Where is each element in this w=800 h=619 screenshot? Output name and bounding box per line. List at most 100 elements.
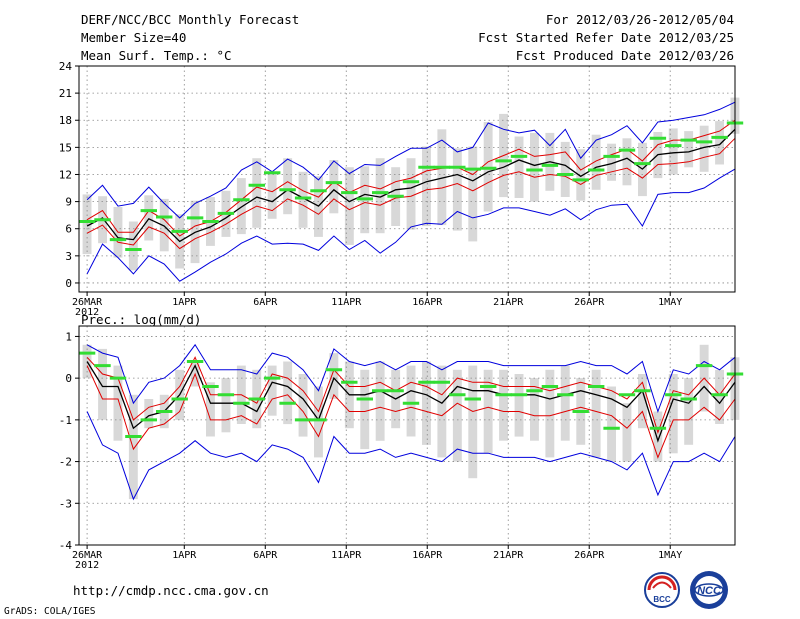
temp-spread-bar — [236, 178, 246, 235]
temp-spread-bar — [622, 138, 632, 186]
precip-x-tick-label: 16APR — [412, 550, 443, 561]
temp-x-tick-label: 6APR — [253, 297, 278, 308]
temp-spread-bar — [514, 136, 524, 198]
precip-spread-bar — [468, 365, 478, 479]
precip-spread-bar — [267, 365, 277, 416]
temp-spread-bar — [715, 121, 724, 165]
ncc-logo-text: NCC — [697, 585, 722, 597]
precip-lower-outer-line — [86, 411, 736, 501]
precip-y-tick-label: 1 — [65, 330, 72, 343]
bcc-logo: BCC — [644, 572, 680, 608]
member-size-label: Member Size=40 — [81, 30, 187, 45]
temp-spread-bar — [468, 146, 478, 242]
temp-spread-bar — [591, 134, 601, 190]
temp-spread-bar — [344, 167, 354, 245]
temp-spread-bar — [607, 143, 616, 181]
precip-spread-bar — [422, 361, 431, 445]
precip-spread-bar — [221, 378, 231, 433]
source-url[interactable]: http://cmdp.ncc.cma.gov.cn — [73, 583, 269, 598]
temp-x-tick-label: 16APR — [412, 297, 443, 308]
precip-spread-bar — [329, 353, 339, 399]
temp-spread-bar — [530, 132, 539, 202]
precip-spread-bar — [530, 378, 539, 441]
precip-y-tick-label: -4 — [59, 539, 73, 552]
temp-spread-bar — [437, 129, 447, 226]
precip-spread-bar — [98, 348, 107, 420]
precip-spread-bar — [668, 374, 678, 454]
precip-spread-bar — [406, 365, 416, 437]
temp-spread-bar — [283, 158, 293, 215]
temp-spread-bar — [329, 160, 339, 214]
temp-spread-bar — [684, 131, 694, 168]
grads-credit: GrADS: COLA/IGES — [4, 606, 96, 617]
temp-lower-inner-line — [86, 137, 736, 250]
precip-x-tick-label: 26MAR — [72, 550, 103, 561]
temp-spread-bar — [252, 158, 262, 228]
temp-spread-bar — [668, 128, 678, 175]
temp-median-line — [86, 128, 736, 243]
precip-spread-bar — [283, 361, 293, 425]
precip-x-tick-label: 1MAY — [658, 550, 682, 561]
temp-x-tick-label: 26MAR — [72, 297, 103, 308]
temp-spread-bar — [128, 221, 138, 271]
precip-spread-bar — [684, 378, 694, 445]
temp-y-tick-label: 18 — [59, 114, 72, 127]
precip-spread-bar — [144, 399, 154, 429]
precip-spread-bar — [638, 374, 647, 429]
temp-spread-bar — [560, 141, 570, 197]
temp-spread-bar — [159, 198, 169, 252]
precip-spread-bar — [452, 369, 462, 462]
precip-upper-outer-line — [86, 343, 736, 414]
precip-spread-bar — [128, 394, 138, 500]
precip-spread-bar — [206, 382, 215, 437]
precip-x-tick-label: 26APR — [574, 550, 605, 561]
precip-lower-inner-line — [86, 365, 736, 459]
precip-y-tick-label: 0 — [65, 372, 72, 385]
temp-spread-bar — [267, 171, 277, 219]
temp-x-tick-label: 11APR — [331, 297, 362, 308]
precip-spread-bar — [483, 369, 493, 454]
temp-spread-bar — [699, 125, 709, 172]
precip-spread-bar — [113, 365, 123, 441]
precip-spread-bar — [622, 403, 632, 462]
temp-spread-bar — [298, 171, 308, 228]
precip-frame — [78, 325, 736, 546]
precip-spread-bar — [545, 369, 555, 458]
precip-spread-bar — [591, 369, 601, 458]
precip-x-tick-label: 11APR — [331, 550, 362, 561]
temp-y-tick-label: 21 — [59, 87, 72, 100]
precip-spread-bar — [560, 365, 570, 441]
temp-y-tick-label: 15 — [59, 141, 72, 154]
temp-panel: 0 3 6 9 12 15 18 21 24 26MAR 1APR 6APR 11APR 16APR 21A… — [59, 60, 744, 318]
temp-frame — [78, 65, 736, 293]
precip-spread-bar — [607, 386, 616, 462]
precip-upper-inner-line — [86, 356, 736, 434]
precip-spread-bar — [375, 361, 385, 441]
forecast-start-date: Fcst Started Refer Date 2012/03/25 — [478, 30, 734, 45]
variable-label: Mean Surf. Temp.: °C — [81, 48, 232, 63]
temp-spread-bar — [375, 158, 385, 234]
ncc-logo: NCC — [690, 571, 728, 609]
precip-x-year-label: 2012 — [75, 560, 99, 571]
temp-x-tick-label: 1APR — [172, 297, 197, 308]
temp-x-tick-label: 26APR — [574, 297, 605, 308]
precip-median-line — [86, 361, 736, 443]
temp-lower-outer-line — [86, 168, 736, 282]
precip-spread-bar — [499, 369, 508, 441]
chart-title: DERF/NCC/BCC Monthly Forecast — [81, 12, 300, 27]
temp-spread-bar — [452, 148, 462, 231]
forecast-period: For 2012/03/26-2012/05/04 — [545, 12, 734, 27]
temp-spread-bar — [576, 149, 586, 201]
temp-spread-bar — [144, 195, 154, 241]
temp-y-tick-label: 24 — [59, 60, 73, 73]
precip-x-tick-label: 21APR — [493, 550, 524, 561]
temp-x-year-label: 2012 — [75, 307, 99, 318]
precip-y-tick-label: -2 — [59, 456, 72, 469]
precip-spread-bar — [715, 369, 724, 424]
temp-y-tick-label: 9 — [65, 196, 72, 209]
precip-spread-bar — [360, 369, 370, 450]
temp-x-tick-label: 1MAY — [658, 297, 682, 308]
precip-spread-bar — [653, 411, 663, 462]
precip-y-tick-label: -1 — [59, 414, 72, 427]
temp-upper-outer-line — [86, 101, 736, 219]
